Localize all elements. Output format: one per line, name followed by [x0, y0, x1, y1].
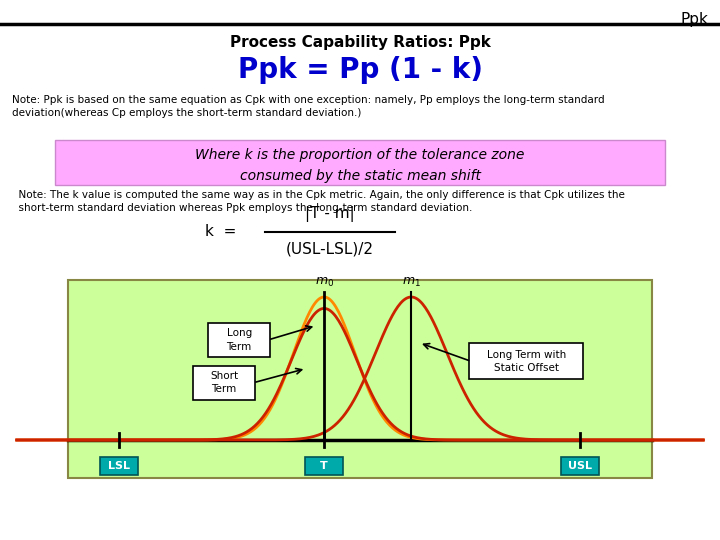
- FancyBboxPatch shape: [68, 280, 652, 478]
- Text: k  =: k =: [205, 225, 236, 240]
- Text: Short
Term: Short Term: [210, 371, 238, 394]
- FancyBboxPatch shape: [208, 323, 270, 357]
- Text: $m_0$: $m_0$: [315, 276, 334, 289]
- Text: short-term standard deviation whereas Ppk employs the long-term standard deviati: short-term standard deviation whereas Pp…: [12, 203, 472, 213]
- FancyBboxPatch shape: [469, 343, 583, 379]
- Text: Ppk: Ppk: [680, 12, 708, 27]
- FancyBboxPatch shape: [562, 457, 599, 475]
- Text: Ppk = Pp (1 - k): Ppk = Pp (1 - k): [238, 56, 482, 84]
- Text: (USL-LSL)/2: (USL-LSL)/2: [286, 242, 374, 257]
- Text: Long
Term: Long Term: [227, 328, 252, 352]
- Text: |T - m|: |T - m|: [305, 206, 355, 222]
- FancyBboxPatch shape: [193, 366, 255, 400]
- Text: Long Term with
Static Offset: Long Term with Static Offset: [487, 350, 566, 373]
- Text: Process Capability Ratios: Ppk: Process Capability Ratios: Ppk: [230, 35, 490, 50]
- Text: USL: USL: [568, 461, 593, 471]
- Text: LSL: LSL: [108, 461, 130, 471]
- Text: Where k is the proportion of the tolerance zone
consumed by the static mean shif: Where k is the proportion of the toleran…: [195, 148, 525, 183]
- Text: Note: The k value is computed the same way as in the Cpk metric. Again, the only: Note: The k value is computed the same w…: [12, 190, 625, 200]
- FancyBboxPatch shape: [100, 457, 138, 475]
- Text: T: T: [320, 461, 328, 471]
- FancyBboxPatch shape: [55, 140, 665, 185]
- Text: deviation(whereas Cp employs the short-term standard deviation.): deviation(whereas Cp employs the short-t…: [12, 108, 361, 118]
- Text: Note: Ppk is based on the same equation as Cpk with one exception: namely, Pp em: Note: Ppk is based on the same equation …: [12, 95, 605, 105]
- FancyBboxPatch shape: [305, 457, 343, 475]
- Text: $m_1$: $m_1$: [402, 276, 420, 289]
